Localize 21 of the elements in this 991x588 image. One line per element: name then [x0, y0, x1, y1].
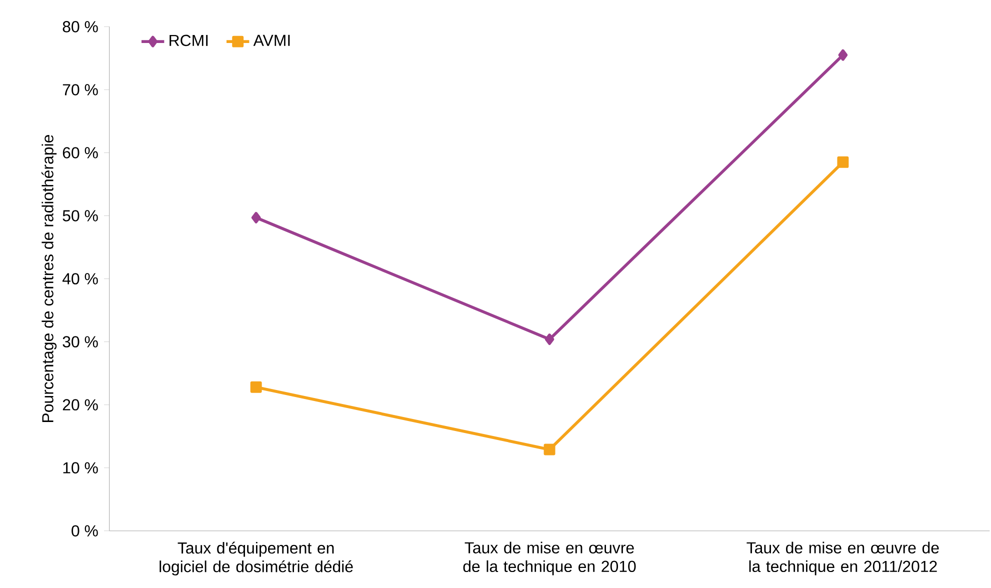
point — [837, 156, 849, 168]
y-tick-label: 60 % — [62, 146, 98, 158]
y-tick-label: 50 % — [62, 210, 98, 222]
x-tick-label: Taux de mise en œuvre de la technique en 2010 — [463, 542, 636, 576]
y-tick-label: 20 % — [62, 399, 98, 410]
point — [544, 333, 554, 345]
x-tick-label: Taux de mise en œuvre de la technique en 2011/2012 — [746, 542, 939, 576]
point — [251, 212, 261, 224]
y-axis-title: Pourcentage de centres de radiothérapie — [42, 134, 57, 422]
legend-label: RCMI — [170, 34, 208, 46]
y-tick-label: 70 % — [62, 84, 98, 96]
y-tick-label: 40 % — [62, 273, 98, 284]
y-tick-label: 0 % — [72, 525, 98, 536]
point — [544, 444, 556, 456]
legend-label: AVMI — [253, 34, 290, 46]
x-tick-label: Taux d'équipement en logiciel de dosimétrie dédié — [160, 542, 353, 576]
y-tick-label: 80 % — [62, 20, 98, 32]
y-tick-label: 30 % — [62, 336, 98, 348]
point — [838, 49, 848, 61]
point — [250, 381, 262, 393]
y-tick-label: 10 % — [63, 462, 98, 474]
